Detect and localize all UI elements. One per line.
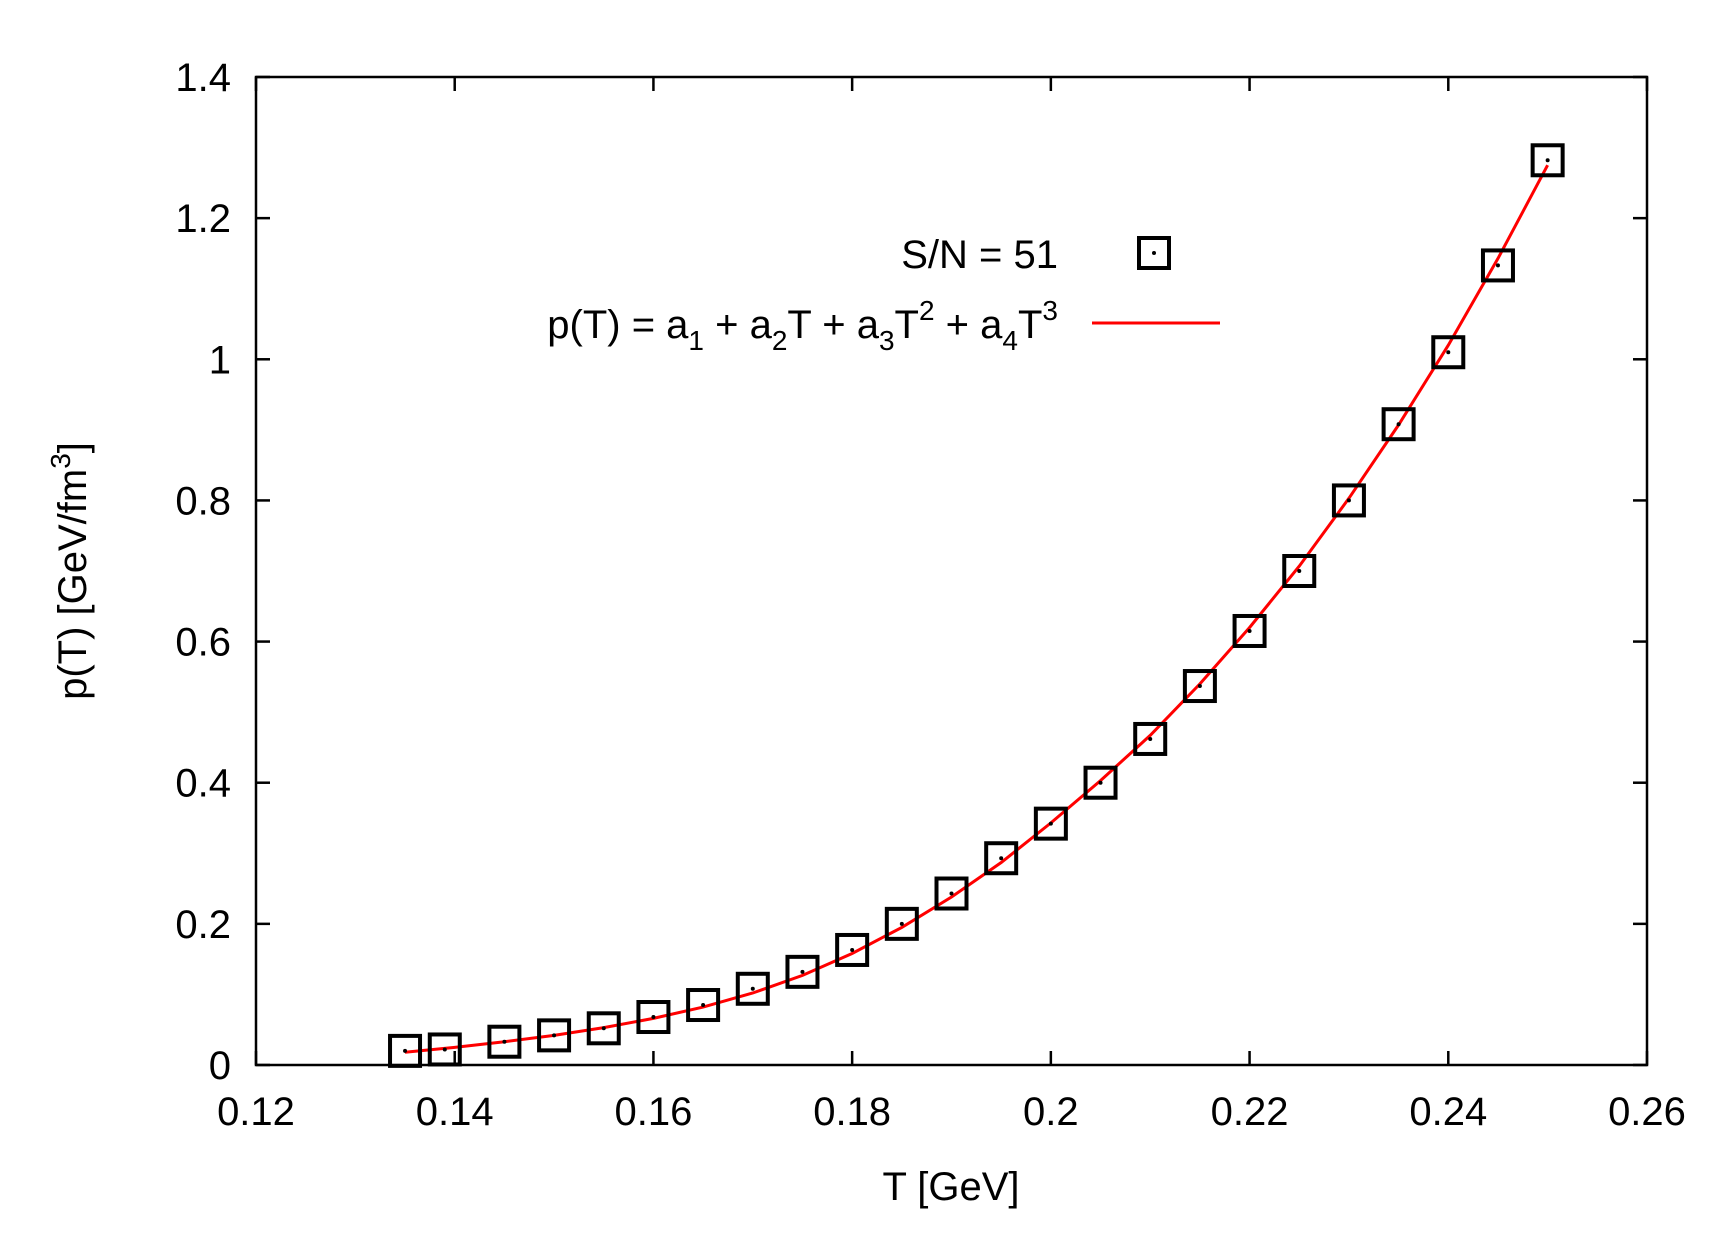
data-point [1232,613,1267,648]
legend-fit-part: + a [935,303,1004,347]
y-tick-label: 1.2 [175,197,231,241]
y-tick-label: 1 [209,338,231,382]
data-point [388,1033,423,1068]
x-axis-label: T [GeV] [882,1165,1019,1209]
legend-fit-part: 4 [1002,325,1018,356]
x-tick-label: 0.2 [1023,1090,1079,1134]
y-axis-label-main: p(T) [GeV/fm [51,469,95,700]
x-tick-label: 0.22 [1211,1090,1289,1134]
legend-fit-part: 2 [919,295,935,326]
x-tick-labels: 0.12 0.14 0.16 0.18 0.2 0.22 0.24 0.26 [217,1090,1686,1134]
data-point [487,1024,522,1059]
legend-label-points: S/N = 51 [901,233,1058,277]
axis-ticks [254,75,1649,1067]
data-point [586,1011,621,1046]
data-point [1331,483,1366,518]
x-tick-label: 0.12 [217,1090,295,1134]
data-point [1480,248,1515,283]
legend: S/N = 51 p(T) = a1 + a2T + a3T2 + a4T3 [547,233,1220,356]
y-tick-label: 1.4 [175,56,231,100]
legend-fit-part: 3 [1042,295,1058,326]
data-point [1530,143,1565,178]
fit-curve-line [404,164,1549,1054]
legend-fit-part: 3 [879,325,895,356]
data-point [884,906,919,941]
data-point [984,841,1019,876]
data-point [1033,806,1068,841]
data-point [1381,407,1416,442]
data-point [735,971,770,1006]
legend-marker-dot [1152,251,1156,255]
data-point [1282,554,1317,588]
y-tick-label: 0 [209,1044,231,1088]
legend-fit-part: + a [704,303,773,347]
y-tick-labels: 0 0.2 0.4 0.6 0.8 1 1.2 1.4 [175,56,231,1088]
x-tick-label: 0.16 [614,1090,692,1134]
legend-fit-part: T [1018,303,1042,347]
legend-fit-part: T + a [787,303,879,347]
data-point [835,932,870,967]
data-point [1133,721,1168,756]
data-point [686,988,721,1023]
data-point [1083,765,1118,800]
data-points [388,143,1565,1068]
y-axis-label-close: ] [51,442,95,453]
x-tick-label: 0.14 [416,1090,494,1134]
y-tick-label: 0.6 [175,621,231,665]
legend-fit-part: T [895,303,919,347]
x-tick-label: 0.26 [1608,1090,1686,1134]
legend-fit-part: 2 [772,325,788,356]
data-point [427,1032,462,1067]
y-axis-label-sup: 3 [45,453,76,469]
data-point [1182,669,1217,704]
data-point [1431,335,1466,370]
y-axis-label: p(T) [GeV/fm3] [45,442,95,700]
y-tick-label: 0.8 [175,479,231,523]
data-point [785,954,820,989]
data-point [636,1000,671,1035]
x-tick-label: 0.18 [813,1090,891,1134]
y-tick-label: 0.2 [175,903,231,947]
legend-fit-part: 1 [688,325,704,356]
legend-fit-part: p(T) = a [547,303,689,347]
data-point [537,1018,572,1053]
legend-marker-square [1137,236,1171,270]
y-tick-label: 0.4 [175,762,231,806]
x-tick-label: 0.24 [1409,1090,1487,1134]
plot-frame [254,75,1649,1067]
data-point [934,876,969,911]
legend-label-fit: p(T) = a1 + a2T + a3T2 + a4T3 [547,295,1058,356]
